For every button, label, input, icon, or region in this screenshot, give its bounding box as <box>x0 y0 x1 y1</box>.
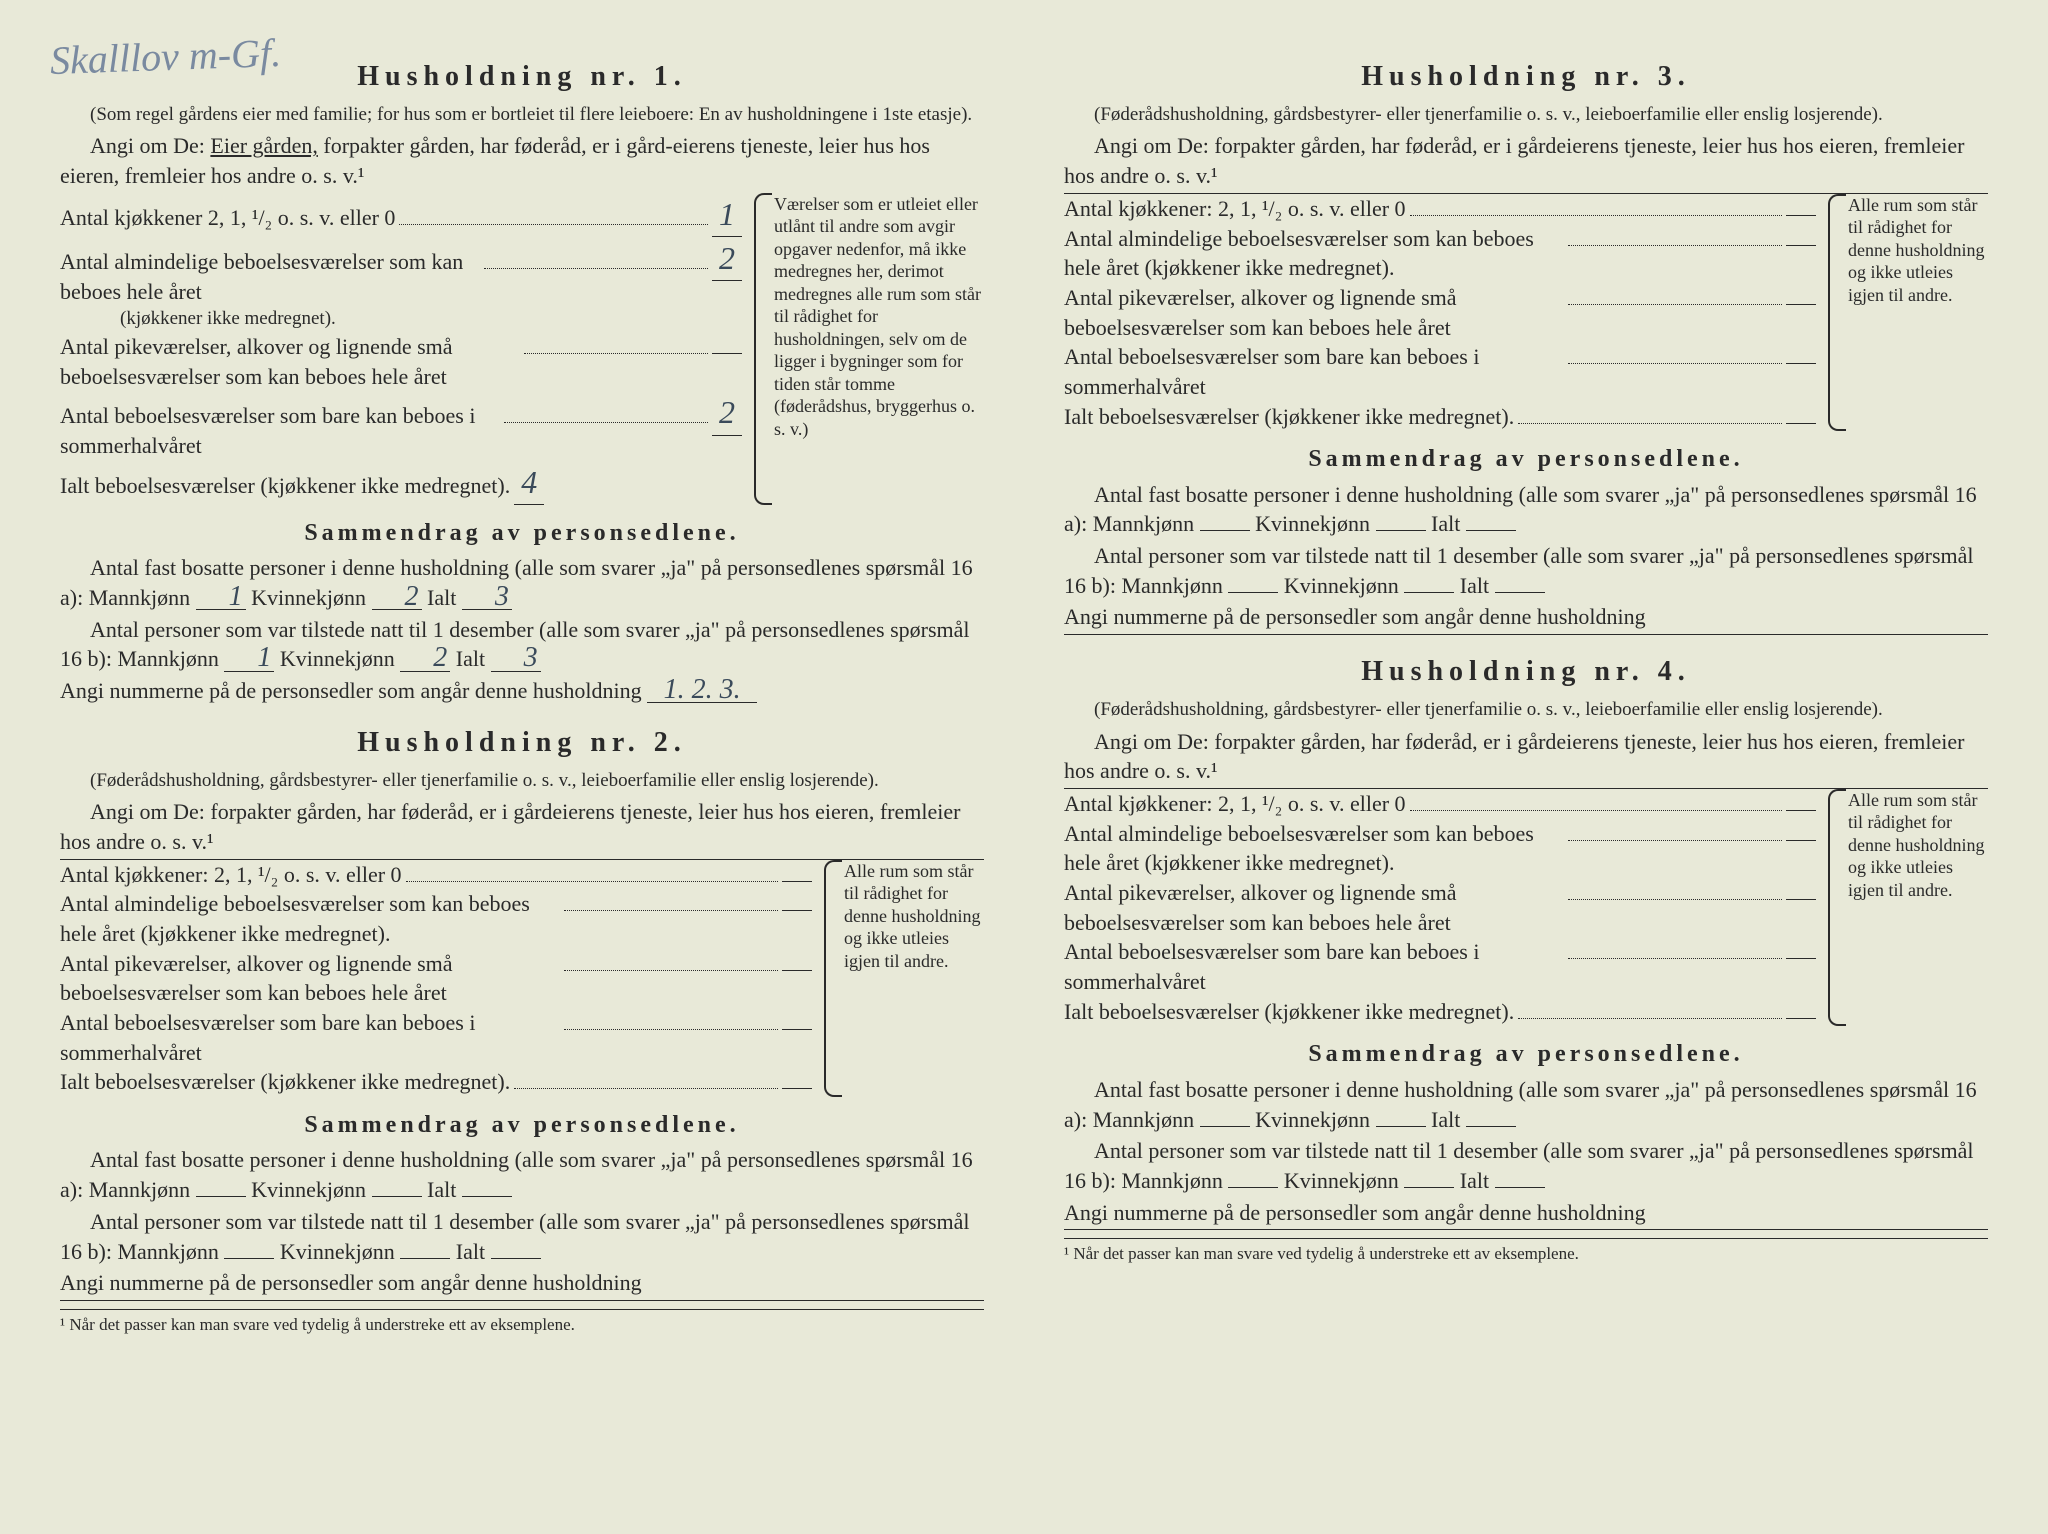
h3-angi-num: Angi nummerne på de personsedler som ang… <box>1064 602 1988 635</box>
h2-q-kitchens: Antal kjøkkener: 2, 1, ¹/₂ o. s. v. elle… <box>60 860 402 890</box>
h1-s16b-k: 2 <box>400 645 450 671</box>
h3-s16b: Antal personer som var tilstede natt til… <box>1064 541 1988 600</box>
h1-angi: Angi om De: Eier gården, forpakter gårde… <box>60 131 984 190</box>
h1-q-maid: Antal pikeværelser, alkover og lignende … <box>60 332 520 391</box>
h1-s16b-ilabel: Ialt <box>456 646 485 671</box>
h1-val-maid <box>712 353 742 354</box>
h2-s16b-text: Antal personer som var tilstede natt til… <box>60 1209 970 1264</box>
h3-q-summer: Antal beboelsesværelser som bare kan beb… <box>1064 342 1564 401</box>
h2-q-maid: Antal pikeværelser, alkover og lignende … <box>60 949 560 1008</box>
h1-q-total: Ialt beboelsesværelser (kjøkkener ikke m… <box>60 471 510 501</box>
h1-summary-title: Sammendrag av personsedlene. <box>60 517 984 549</box>
h1-s16a-klabel: Kvinnekjønn <box>251 585 366 610</box>
h1-s16b: Antal personer som var tilstede natt til… <box>60 615 984 674</box>
h3-angi: Angi om De: forpakter gården, har føderå… <box>1064 131 1988 190</box>
h4-s16a-ilabel: Ialt <box>1431 1107 1460 1132</box>
h1-q-summer: Antal beboelsesværelser som bare kan beb… <box>60 401 500 460</box>
h3-title: Husholdning nr. 3. <box>1064 58 1988 96</box>
h1-s16a-m: 1 <box>196 584 246 610</box>
h1-sidenote: Værelser som er utleiet eller utlånt til… <box>754 193 984 505</box>
h4-sidenote: Alle rum som står til rådighet for denne… <box>1828 789 1988 1027</box>
h1-rooms-note: (kjøkkener ikke medregnet). <box>60 306 742 332</box>
h1-s16b-i: 3 <box>491 645 541 671</box>
h2-s16b: Antal personer som var tilstede natt til… <box>60 1207 984 1266</box>
h2-s16a-klabel: Kvinnekjønn <box>251 1177 366 1202</box>
h1-q-kitchens: Antal kjøkkener 2, 1, ¹/₂ o. s. v. eller… <box>60 203 395 233</box>
h1-val-kitchens: 1 <box>712 193 742 237</box>
h4-intro: (Føderådshusholdning, gårdsbestyrer- ell… <box>1064 697 1988 723</box>
h3-s16b-klabel: Kvinnekjønn <box>1284 573 1399 598</box>
h2-s16a: Antal fast bosatte personer i denne hush… <box>60 1145 984 1204</box>
h3-s16a-klabel: Kvinnekjønn <box>1255 511 1370 536</box>
h3-s16a-text: Antal fast bosatte personer i denne hush… <box>1064 482 1977 537</box>
h4-s16b-klabel: Kvinnekjønn <box>1284 1168 1399 1193</box>
h2-intro: (Føderådshusholdning, gårdsbestyrer- ell… <box>60 768 984 794</box>
right-page: Husholdning nr. 3. (Føderådshusholdning,… <box>1064 50 1988 1484</box>
h2-angi: Angi om De: forpakter gården, har føderå… <box>60 797 984 856</box>
h4-summary-title: Sammendrag av personsedlene. <box>1064 1038 1988 1070</box>
h3-s16a: Antal fast bosatte personer i denne hush… <box>1064 480 1988 539</box>
h1-q-rooms: Antal almindelige beboelsesværelser som … <box>60 247 480 306</box>
h2-s16b-klabel: Kvinnekjønn <box>280 1239 395 1264</box>
h1-angi-num: Angi nummerne på de personsedler som ang… <box>60 676 984 706</box>
h3-q-total: Ialt beboelsesværelser (kjøkkener ikke m… <box>1064 402 1514 432</box>
h2-q-rooms: Antal almindelige beboelsesværelser som … <box>60 889 560 948</box>
h2-angi-num-text: Angi nummerne på de personsedler som ang… <box>60 1270 642 1295</box>
h2-sidenote: Alle rum som står til rådighet for denne… <box>824 860 984 1098</box>
h2-q-total: Ialt beboelsesværelser (kjøkkener ikke m… <box>60 1067 510 1097</box>
h4-angi-num: Angi nummerne på de personsedler som ang… <box>1064 1198 1988 1231</box>
h1-s16b-m: 1 <box>224 645 274 671</box>
h4-q-rooms: Antal almindelige beboelsesværelser som … <box>1064 819 1564 878</box>
h1-angi-prefix: Angi om De: <box>90 133 205 158</box>
h4-q-summer: Antal beboelsesværelser som bare kan beb… <box>1064 937 1564 996</box>
h1-intro: (Som regel gårdens eier med familie; for… <box>60 102 984 128</box>
h1-s16a-ilabel: Ialt <box>427 585 456 610</box>
h1-angi-num-text: Angi nummerne på de personsedler som ang… <box>60 678 642 703</box>
h4-s16a-text: Antal fast bosatte personer i denne hush… <box>1064 1077 1977 1132</box>
h4-s16a: Antal fast bosatte personer i denne hush… <box>1064 1075 1988 1134</box>
h1-val-summer: 2 <box>712 391 742 435</box>
h4-title: Husholdning nr. 4. <box>1064 653 1988 691</box>
h3-q-rooms: Antal almindelige beboelsesværelser som … <box>1064 224 1564 283</box>
h3-sidenote: Alle rum som står til rådighet for denne… <box>1828 194 1988 432</box>
h3-summary-title: Sammendrag av personsedlene. <box>1064 443 1988 475</box>
h1-angi-num-val: 1. 2. 3. <box>647 677 757 703</box>
h4-angi: Angi om De: forpakter gården, har føderå… <box>1064 727 1988 786</box>
h1-s16a: Antal fast bosatte personer i denne hush… <box>60 553 984 612</box>
h3-q-kitchens: Antal kjøkkener: 2, 1, ¹/₂ o. s. v. elle… <box>1064 194 1406 224</box>
h1-s16b-klabel: Kvinnekjønn <box>280 646 395 671</box>
h2-summary-title: Sammendrag av personsedlene. <box>60 1109 984 1141</box>
h3-s16b-text: Antal personer som var tilstede natt til… <box>1064 543 1974 598</box>
footnote-right: ¹ Når det passer kan man svare ved tydel… <box>1064 1238 1988 1266</box>
h3-s16b-ilabel: Ialt <box>1460 573 1489 598</box>
h1-val-rooms: 2 <box>712 237 742 281</box>
handwriting-annotation: Skalllov m-Gf. <box>49 26 282 88</box>
h4-s16a-klabel: Kvinnekjønn <box>1255 1107 1370 1132</box>
h4-q-kitchens: Antal kjøkkener: 2, 1, ¹/₂ o. s. v. elle… <box>1064 789 1406 819</box>
h1-s16a-k: 2 <box>372 584 422 610</box>
h4-q-maid: Antal pikeværelser, alkover og lignende … <box>1064 878 1564 937</box>
h4-s16b: Antal personer som var tilstede natt til… <box>1064 1136 1988 1195</box>
left-page: Skalllov m-Gf. Husholdning nr. 1. (Som r… <box>60 50 984 1484</box>
h3-angi-num-text: Angi nummerne på de personsedler som ang… <box>1064 604 1646 629</box>
h4-q-total: Ialt beboelsesværelser (kjøkkener ikke m… <box>1064 997 1514 1027</box>
h3-s16a-ilabel: Ialt <box>1431 511 1460 536</box>
h1-val-total: 4 <box>514 461 544 505</box>
h3-q-maid: Antal pikeværelser, alkover og lignende … <box>1064 283 1564 342</box>
h2-s16a-ilabel: Ialt <box>427 1177 456 1202</box>
h2-s16a-text: Antal fast bosatte personer i denne hush… <box>60 1147 973 1202</box>
h2-title: Husholdning nr. 2. <box>60 724 984 762</box>
h1-angi-underlined: Eier gården, <box>210 133 318 158</box>
h3-intro: (Føderådshusholdning, gårdsbestyrer- ell… <box>1064 102 1988 128</box>
h4-angi-num-text: Angi nummerne på de personsedler som ang… <box>1064 1200 1646 1225</box>
h4-s16b-text: Antal personer som var tilstede natt til… <box>1064 1138 1974 1193</box>
h2-q-summer: Antal beboelsesværelser som bare kan beb… <box>60 1008 560 1067</box>
h4-s16b-ilabel: Ialt <box>1460 1168 1489 1193</box>
h2-s16b-ilabel: Ialt <box>456 1239 485 1264</box>
h1-s16a-i: 3 <box>462 584 512 610</box>
h2-angi-num: Angi nummerne på de personsedler som ang… <box>60 1268 984 1301</box>
footnote-left: ¹ Når det passer kan man svare ved tydel… <box>60 1309 984 1337</box>
